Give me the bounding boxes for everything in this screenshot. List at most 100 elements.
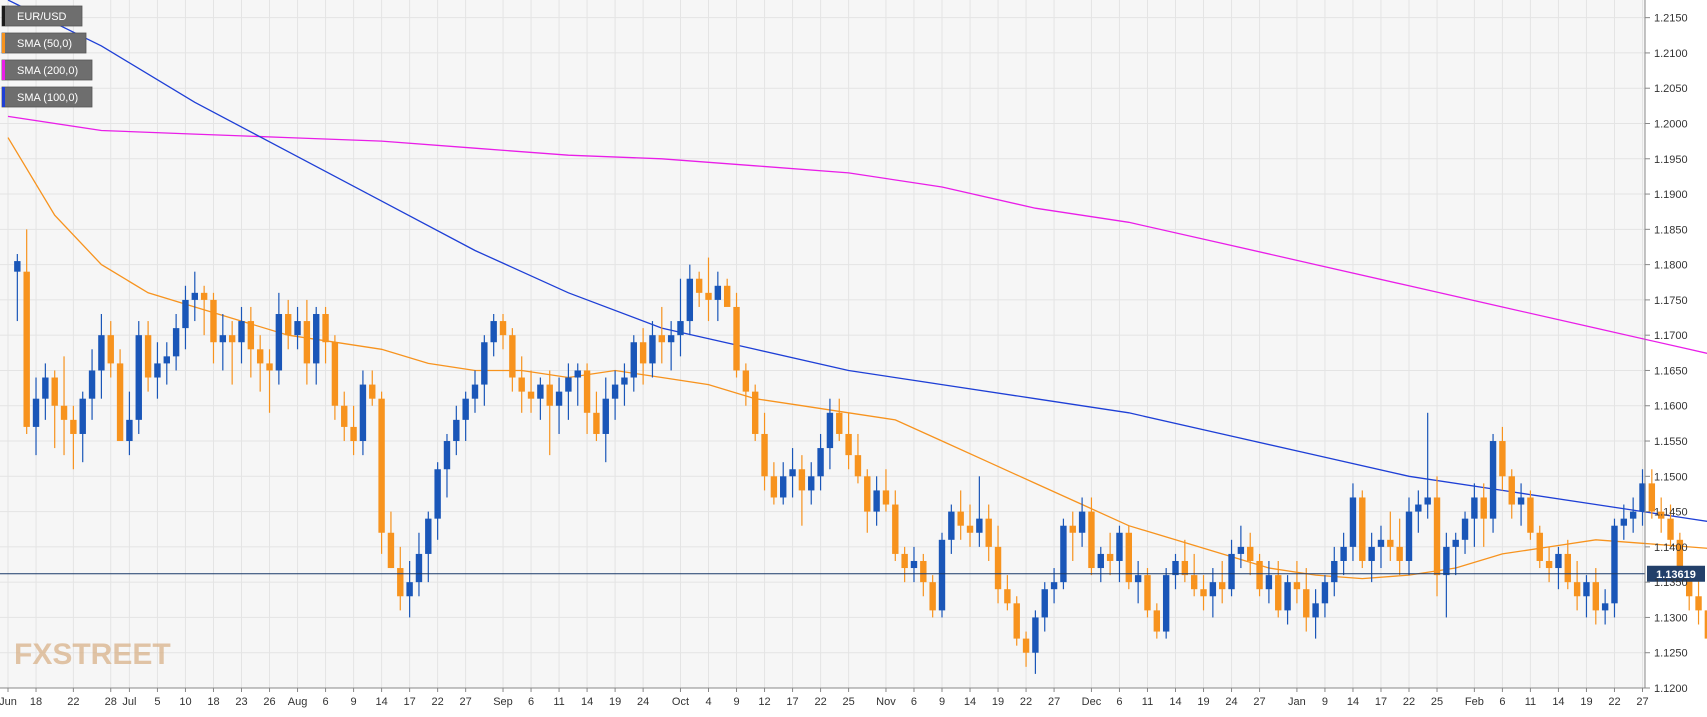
candle-bearish xyxy=(1508,476,1515,505)
candle-bullish xyxy=(1620,518,1628,526)
candle-bearish xyxy=(341,405,348,427)
x-tick-label: Feb xyxy=(1465,696,1484,708)
candle-bullish xyxy=(14,261,21,272)
candle-bullish xyxy=(98,335,105,371)
candle-bearish xyxy=(1396,546,1403,561)
candle-bearish xyxy=(742,370,750,392)
y-tick-label: 1.1500 xyxy=(1654,471,1688,483)
candle-bullish xyxy=(817,448,824,477)
y-tick-label: 1.1200 xyxy=(1654,683,1688,695)
candle-bearish xyxy=(957,511,964,526)
candle-bearish xyxy=(378,398,385,533)
candle-bullish xyxy=(1097,553,1104,569)
legend: EUR/USD SMA (50,0) SMA (200,0) SMA (100,0) xyxy=(1,5,93,108)
candle-bullish xyxy=(873,490,880,512)
x-tick-label: 6 xyxy=(1499,696,1505,708)
x-tick-label: 28 xyxy=(105,696,117,708)
sma-line-100 xyxy=(7,0,1707,522)
candle-bearish xyxy=(397,568,404,597)
candle-bearish xyxy=(658,335,665,343)
candle-bearish xyxy=(1153,610,1161,632)
candle-bearish xyxy=(1022,638,1030,653)
candle-bearish xyxy=(200,292,208,300)
candle-bullish xyxy=(359,384,367,442)
candle-bearish xyxy=(1106,553,1114,561)
x-tick-label: 6 xyxy=(911,696,917,708)
candle-bearish xyxy=(854,455,862,477)
candle-bearish xyxy=(1125,532,1132,583)
current-price-line: 1.13619 xyxy=(0,565,1705,582)
candle-bullish xyxy=(1583,582,1590,597)
x-tick-label: 11 xyxy=(1525,696,1536,708)
x-tick-label: 11 xyxy=(1142,696,1153,708)
price-label-box xyxy=(1647,565,1705,582)
candle-bearish xyxy=(285,314,292,336)
x-tick-label: Jun xyxy=(0,696,17,708)
y-tick-label: 1.2050 xyxy=(1654,83,1688,95)
candle-bullish xyxy=(976,518,983,533)
candle-bullish xyxy=(1443,546,1450,576)
candle-bearish xyxy=(1200,589,1207,597)
candle-bullish xyxy=(32,398,40,427)
x-tick-label: 5 xyxy=(154,696,160,708)
legend-color-swatch xyxy=(2,33,5,53)
candle-bearish xyxy=(723,285,731,307)
x-tick-label: Aug xyxy=(288,696,308,708)
candle-bullish xyxy=(135,335,142,420)
candle-bullish xyxy=(182,299,189,329)
candle-bearish xyxy=(836,412,843,434)
x-tick-label: 22 xyxy=(1020,696,1032,708)
candle-bearish xyxy=(1704,610,1707,639)
y-tick-label: 1.2100 xyxy=(1654,48,1688,60)
candle-bullish xyxy=(1340,546,1347,561)
legend-color-swatch xyxy=(2,87,5,107)
candle-bearish xyxy=(733,306,740,371)
candle-bearish xyxy=(985,518,992,547)
candle-bullish xyxy=(808,476,815,491)
candle-bearish xyxy=(1256,560,1263,590)
candle-bullish xyxy=(462,398,469,420)
x-tick-label: Jul xyxy=(122,696,136,708)
candle-bullish xyxy=(1629,511,1637,519)
candle-bullish xyxy=(1377,539,1385,547)
candle-bullish xyxy=(649,335,656,364)
x-tick-label: 14 xyxy=(375,696,387,708)
x-tick-label: 12 xyxy=(758,696,770,708)
candle-bullish xyxy=(1116,532,1123,561)
x-tick-label: 25 xyxy=(842,696,854,708)
legend-color-swatch xyxy=(2,60,5,80)
candle-bullish xyxy=(453,419,460,442)
candle-bearish xyxy=(1013,603,1020,639)
x-tick-label: 22 xyxy=(432,696,444,708)
candle-bullish xyxy=(1060,525,1067,583)
candle-bearish xyxy=(1545,560,1553,569)
y-tick-label: 1.1450 xyxy=(1654,507,1688,519)
y-tick-label: 1.1650 xyxy=(1654,365,1688,377)
candle-bullish xyxy=(537,384,544,399)
candle-bullish xyxy=(1349,497,1357,547)
x-tick-label: 22 xyxy=(67,696,79,708)
candle-bearish xyxy=(546,384,553,406)
y-tick-label: 1.1600 xyxy=(1654,401,1688,413)
x-tick-label: 24 xyxy=(1225,696,1237,708)
candle-bearish xyxy=(1686,575,1693,597)
candle-bullish xyxy=(1424,497,1431,505)
candle-bullish xyxy=(667,335,675,343)
candle-bullish xyxy=(481,342,488,385)
candle-bullish xyxy=(88,370,96,399)
candle-bearish xyxy=(929,582,936,611)
x-tick-label: 18 xyxy=(30,696,42,708)
candle-bullish xyxy=(238,321,245,343)
candle-bearish xyxy=(845,433,852,456)
candle-bearish xyxy=(1657,511,1665,519)
candle-bullish xyxy=(1162,575,1170,632)
candle-bullish xyxy=(1172,560,1179,576)
candle-bullish xyxy=(1041,589,1048,618)
candle-bullish xyxy=(1284,582,1291,611)
candle-bearish xyxy=(499,321,507,336)
candle-bullish xyxy=(1321,582,1329,604)
candle-bullish xyxy=(1050,582,1058,590)
candle-bullish xyxy=(313,314,320,364)
candle-bearish xyxy=(864,476,871,512)
